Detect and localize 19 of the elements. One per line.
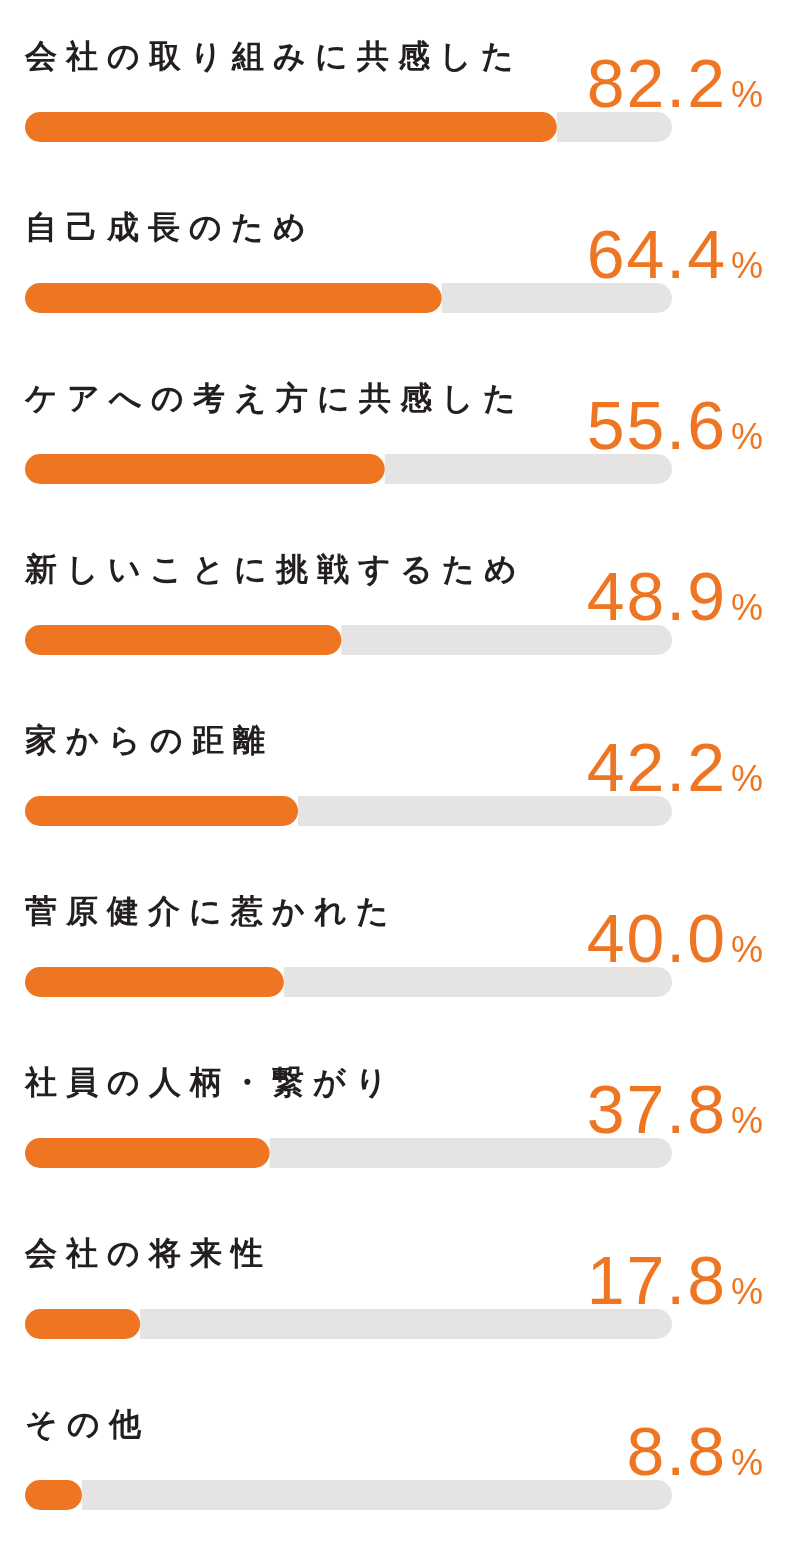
data-label: 17.8% xyxy=(586,1242,765,1318)
data-label: 40.0% xyxy=(586,900,765,976)
y-tick-label: 菅原健介に惹かれた xyxy=(24,892,398,930)
data-label: 64.4% xyxy=(586,216,765,292)
y-tick-label: 自己成長のため xyxy=(25,208,315,246)
y-tick-label: 会社の将来性 xyxy=(24,1234,272,1272)
bar xyxy=(25,1309,141,1339)
data-label: 37.8% xyxy=(586,1071,765,1147)
data-label: 8.8% xyxy=(626,1413,765,1489)
y-tick-label: 家からの距離 xyxy=(25,721,274,759)
data-label: 82.2% xyxy=(586,45,765,121)
y-tick-label: その他 xyxy=(25,1405,150,1443)
y-tick-label: 社員の人柄・繋がり xyxy=(24,1063,397,1101)
data-label: 55.6% xyxy=(586,387,765,463)
data-label: 48.9% xyxy=(586,558,765,634)
y-tick-label: 新しいことに挑戦するため xyxy=(24,550,526,588)
y-tick-label: ケアへの考え方に共感した xyxy=(24,379,525,417)
y-tick-label: 会社の取り組みに共感した xyxy=(24,37,523,75)
data-label: 42.2% xyxy=(586,729,765,805)
